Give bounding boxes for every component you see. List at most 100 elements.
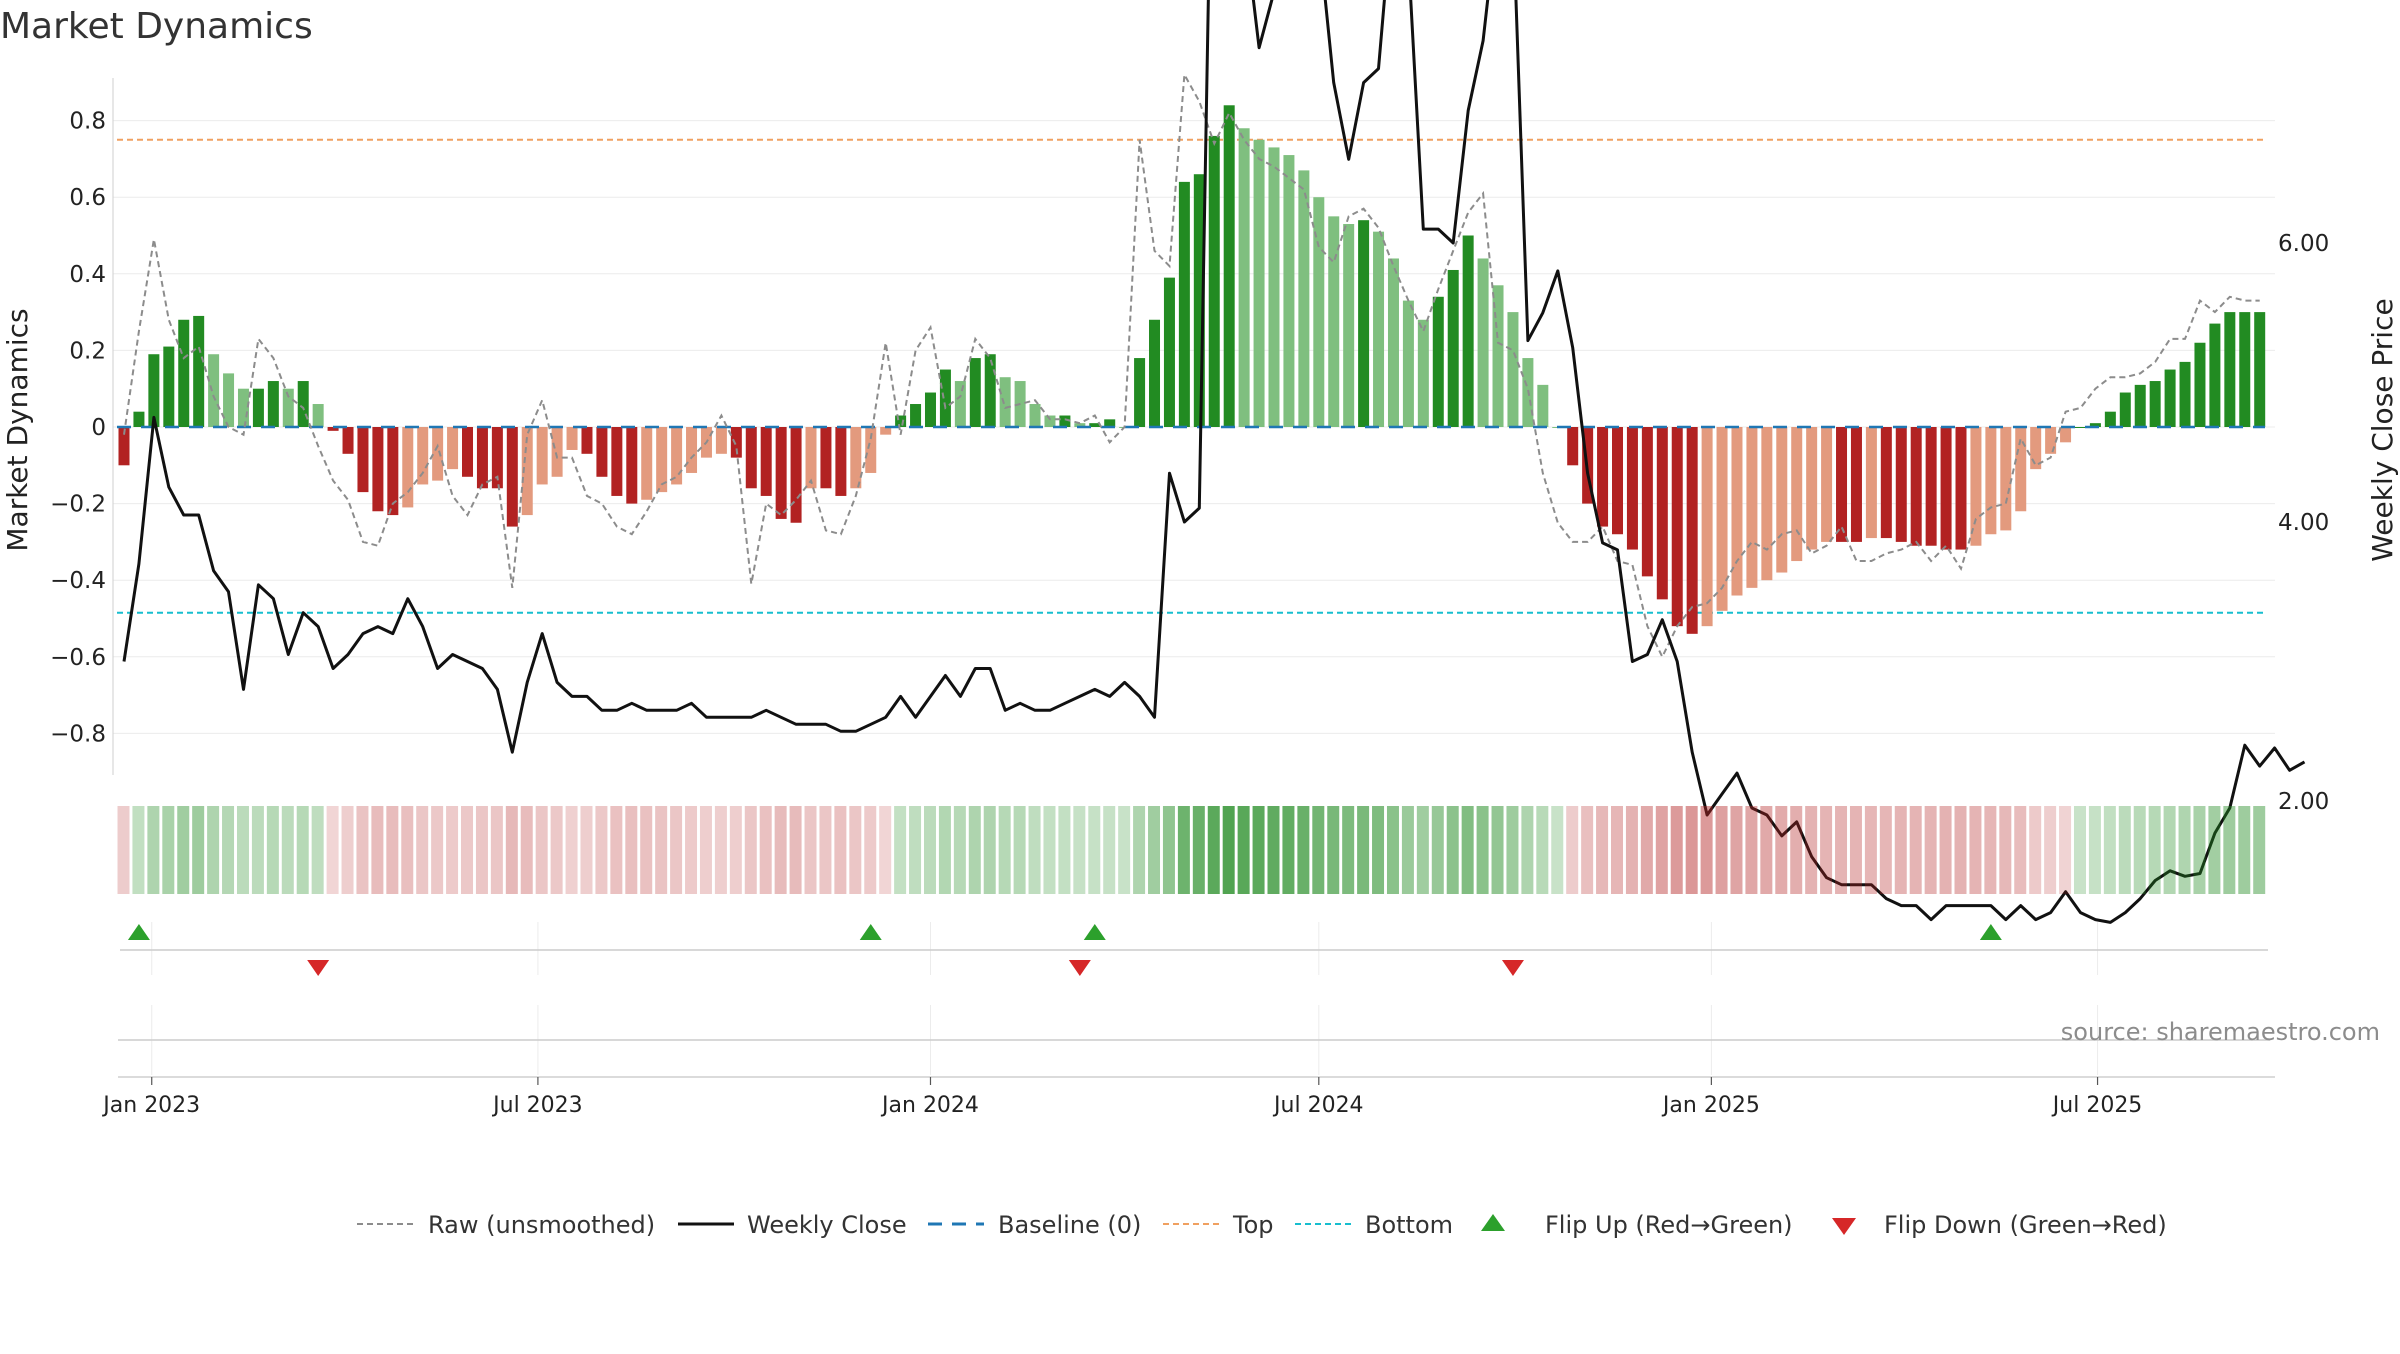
strip-cell-41 [729,806,742,894]
bar-10 [267,381,279,427]
bar-117 [1865,427,1877,539]
bar-85 [1387,258,1399,427]
bar-29 [551,427,563,477]
strip-cell-40 [714,806,727,894]
strip-cell-91 [1476,806,1489,894]
bar-26 [506,427,518,527]
strip-cell-136 [2148,806,2161,894]
bar-134 [2119,392,2131,427]
bar-110 [1761,427,1773,581]
strip-cell-105 [1685,806,1698,894]
bar-17 [372,427,384,512]
strip-cell-130 [2059,806,2072,894]
strip-cell-26 [505,806,518,894]
strip-cell-34 [625,806,638,894]
strip-cell-45 [789,806,802,894]
legend-item-bottom: Bottom [1295,1211,1453,1239]
legend-item-flip-up: Flip Up (Red→Green) [1481,1211,1793,1239]
bar-12 [297,381,309,427]
bar-103 [1656,427,1668,600]
source-credit: source: sharemaestro.com [2061,1018,2380,1046]
strip-cell-84 [1372,806,1385,894]
legend-item-raw: Raw (unsmoothed) [357,1211,655,1239]
strip-cell-24 [475,806,488,894]
bar-0 [118,427,130,466]
y-tick-4: 0 [91,415,106,441]
strip-cell-141 [2223,806,2236,894]
bar-101 [1626,427,1638,550]
y-tick-5: −0.2 [50,492,106,518]
strip-cell-94 [1521,806,1534,894]
strip-cell-112 [1790,806,1803,894]
strip-cell-23 [461,806,474,894]
strip-cell-4 [177,806,190,894]
bar-119 [1895,427,1907,542]
strip-cell-125 [1984,806,1997,894]
strip-cell-81 [1327,806,1340,894]
bar-139 [2194,342,2206,427]
strip-cell-56 [953,806,966,894]
dynamics-bars [118,105,2266,634]
strip-cell-135 [2133,806,2146,894]
bar-108 [1731,427,1743,596]
bar-55 [939,369,951,427]
strip-cell-119 [1894,806,1907,894]
bar-109 [1746,427,1758,588]
bar-70 [1163,277,1175,427]
bar-107 [1716,427,1728,611]
y-tick-1: 0.6 [69,185,106,211]
strip-cell-66 [1103,806,1116,894]
legend-item-baseline: Baseline (0) [928,1211,1141,1239]
bar-113 [1806,427,1818,550]
legend-item-flip-down: Flip Down (Green→Red) [1832,1211,2167,1239]
strip-cell-113 [1805,806,1818,894]
strip-cell-55 [938,806,951,894]
bar-11 [282,388,294,427]
strip-cell-13 [311,806,324,894]
strip-cell-68 [1133,806,1146,894]
strip-cell-48 [834,806,847,894]
bar-31 [581,427,593,454]
bar-5 [193,315,205,427]
bar-127 [2015,427,2027,512]
regime-strip [117,806,2266,894]
bar-8 [237,388,249,427]
bar-30 [566,427,578,450]
bar-76 [1253,139,1265,427]
legend-swatch-flip-down-icon [1832,1218,1856,1235]
strip-cell-44 [774,806,787,894]
bar-49 [850,427,862,489]
strip-cell-52 [894,806,907,894]
bar-87 [1417,319,1429,427]
strip-cell-36 [655,806,668,894]
bar-124 [1970,427,1982,546]
bar-131 [2074,427,2086,428]
flip-up-marker-1 [859,924,882,940]
legend-item-top: Top [1163,1211,1274,1239]
strip-cell-0 [117,806,130,894]
strip-cell-76 [1252,806,1265,894]
bar-18 [387,427,399,516]
strip-cell-14 [326,806,339,894]
strip-cell-116 [1849,806,1862,894]
strip-cell-124 [1969,806,1982,894]
strip-cell-111 [1775,806,1788,894]
strip-cell-93 [1506,806,1519,894]
strip-cell-90 [1461,806,1474,894]
strip-cell-98 [1581,806,1594,894]
strip-cell-75 [1237,806,1250,894]
bar-125 [1985,427,1997,535]
bar-71 [1178,181,1190,427]
bar-99 [1597,427,1609,527]
strip-cell-77 [1267,806,1280,894]
bar-62 [1044,415,1056,427]
flip-signal-panel [120,922,2268,976]
bar-133 [2104,411,2116,427]
bar-13 [312,404,324,427]
bar-48 [835,427,847,496]
empty-panel [118,1005,2275,1078]
bar-65 [1089,423,1101,427]
bar-129 [2045,427,2057,454]
strip-cell-25 [490,806,503,894]
strip-cell-65 [1088,806,1101,894]
